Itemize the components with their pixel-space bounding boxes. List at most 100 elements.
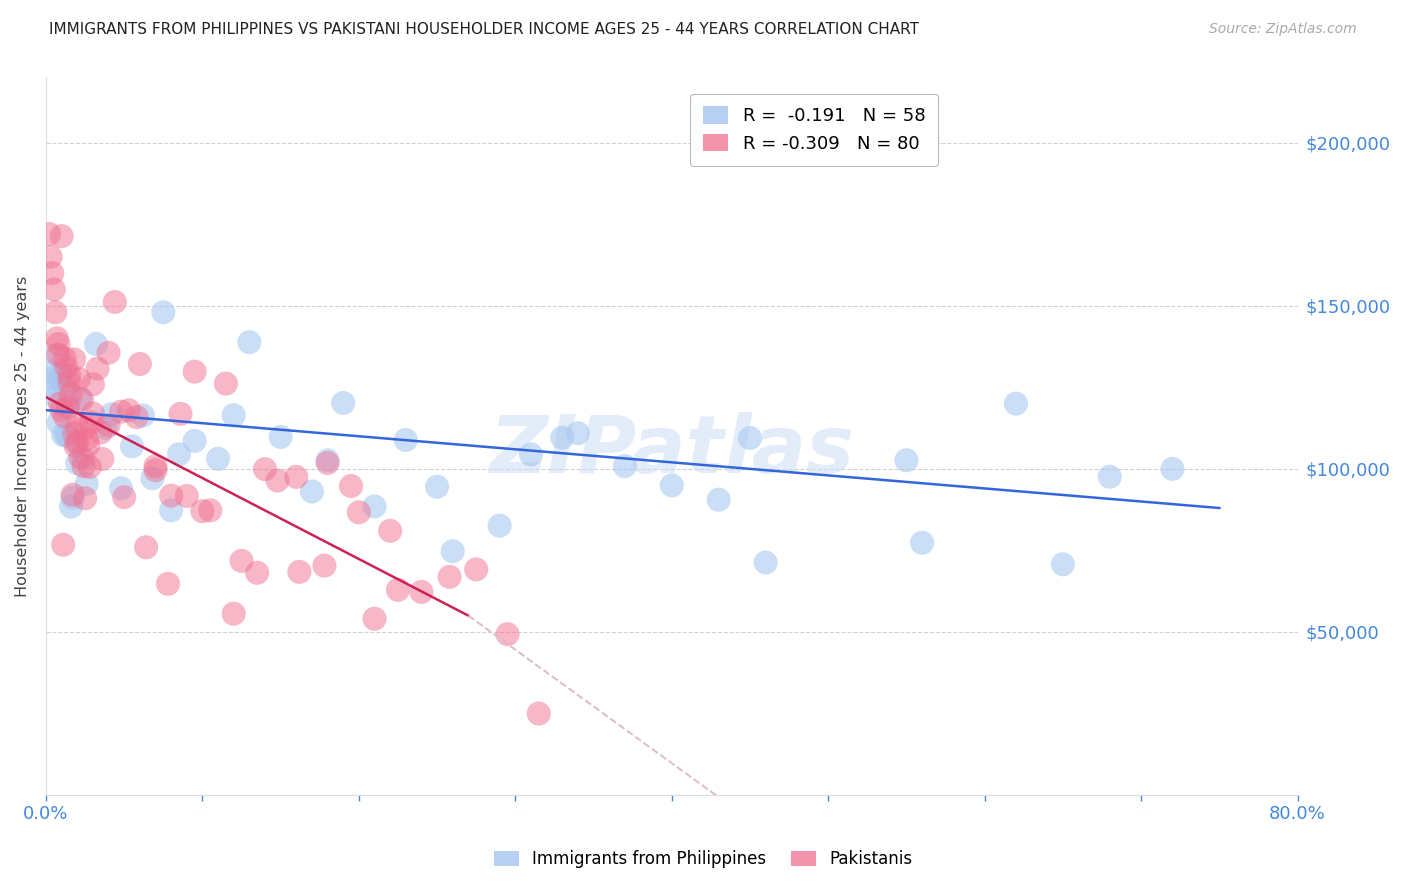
Point xyxy=(97,418,120,433)
Point xyxy=(76,476,98,491)
Point xyxy=(52,538,75,552)
Point xyxy=(183,365,205,379)
Point xyxy=(58,368,80,383)
Point xyxy=(266,474,288,488)
Point xyxy=(1098,469,1121,483)
Point xyxy=(707,492,730,507)
Point xyxy=(42,283,65,297)
Y-axis label: Householder Income Ages 25 - 44 years: Householder Income Ages 25 - 44 years xyxy=(15,276,30,597)
Point xyxy=(58,393,80,408)
Point xyxy=(222,408,245,422)
Point xyxy=(63,426,86,441)
Point xyxy=(56,428,79,442)
Point xyxy=(100,407,122,421)
Point xyxy=(53,409,76,424)
Point xyxy=(613,459,636,474)
Point xyxy=(169,407,191,421)
Point xyxy=(84,337,107,351)
Point xyxy=(301,484,323,499)
Text: ZIPatlas: ZIPatlas xyxy=(489,411,855,490)
Point xyxy=(411,585,433,599)
Point xyxy=(69,392,91,406)
Point xyxy=(75,491,97,506)
Point xyxy=(316,456,339,470)
Point xyxy=(48,416,70,430)
Point xyxy=(45,348,67,362)
Point xyxy=(60,500,83,514)
Point xyxy=(82,377,104,392)
Point xyxy=(896,453,918,467)
Point xyxy=(75,420,97,434)
Point xyxy=(207,451,229,466)
Point xyxy=(465,562,488,576)
Point xyxy=(378,524,401,538)
Point xyxy=(86,361,108,376)
Point xyxy=(48,348,70,362)
Point xyxy=(363,500,385,514)
Point xyxy=(112,490,135,504)
Point xyxy=(238,335,260,350)
Point xyxy=(661,478,683,492)
Point xyxy=(70,392,93,407)
Point xyxy=(72,459,94,474)
Point xyxy=(160,489,183,503)
Point xyxy=(183,434,205,448)
Point xyxy=(76,433,98,447)
Point xyxy=(60,386,83,401)
Point xyxy=(253,462,276,476)
Text: Source: ZipAtlas.com: Source: ZipAtlas.com xyxy=(1209,22,1357,37)
Point xyxy=(94,421,117,435)
Point xyxy=(215,376,238,391)
Point xyxy=(316,453,339,467)
Point xyxy=(82,407,104,421)
Point xyxy=(231,554,253,568)
Point xyxy=(395,433,418,447)
Point xyxy=(152,305,174,319)
Point xyxy=(44,305,66,319)
Point xyxy=(347,505,370,519)
Point xyxy=(132,409,155,423)
Point xyxy=(387,582,409,597)
Point xyxy=(49,397,72,411)
Point xyxy=(911,536,934,550)
Legend: Immigrants from Philippines, Pakistanis: Immigrants from Philippines, Pakistanis xyxy=(486,844,920,875)
Point xyxy=(332,396,354,410)
Point xyxy=(53,378,76,392)
Point xyxy=(41,380,63,394)
Point xyxy=(52,428,75,442)
Point xyxy=(496,627,519,641)
Point xyxy=(91,452,114,467)
Point xyxy=(441,544,464,558)
Point xyxy=(62,488,84,502)
Point xyxy=(67,372,90,386)
Point xyxy=(72,451,94,466)
Point xyxy=(55,428,77,442)
Point xyxy=(121,439,143,453)
Point xyxy=(145,463,167,477)
Point xyxy=(314,558,336,573)
Point xyxy=(69,450,91,465)
Point xyxy=(426,480,449,494)
Point xyxy=(48,337,70,351)
Point xyxy=(118,403,141,417)
Point xyxy=(125,410,148,425)
Point xyxy=(104,295,127,310)
Point xyxy=(176,489,198,503)
Point xyxy=(63,434,86,448)
Point xyxy=(77,438,100,452)
Point xyxy=(1161,462,1184,476)
Point xyxy=(39,364,62,378)
Point xyxy=(97,346,120,360)
Point xyxy=(38,227,60,241)
Point xyxy=(167,447,190,461)
Legend: R =  -0.191   N = 58, R = -0.309   N = 80: R = -0.191 N = 58, R = -0.309 N = 80 xyxy=(690,94,938,166)
Point xyxy=(65,439,87,453)
Point xyxy=(56,400,79,414)
Point xyxy=(80,416,103,430)
Point xyxy=(49,370,72,384)
Point xyxy=(567,426,589,441)
Point xyxy=(51,368,73,382)
Point xyxy=(66,435,89,450)
Point xyxy=(42,370,65,384)
Point xyxy=(44,390,66,404)
